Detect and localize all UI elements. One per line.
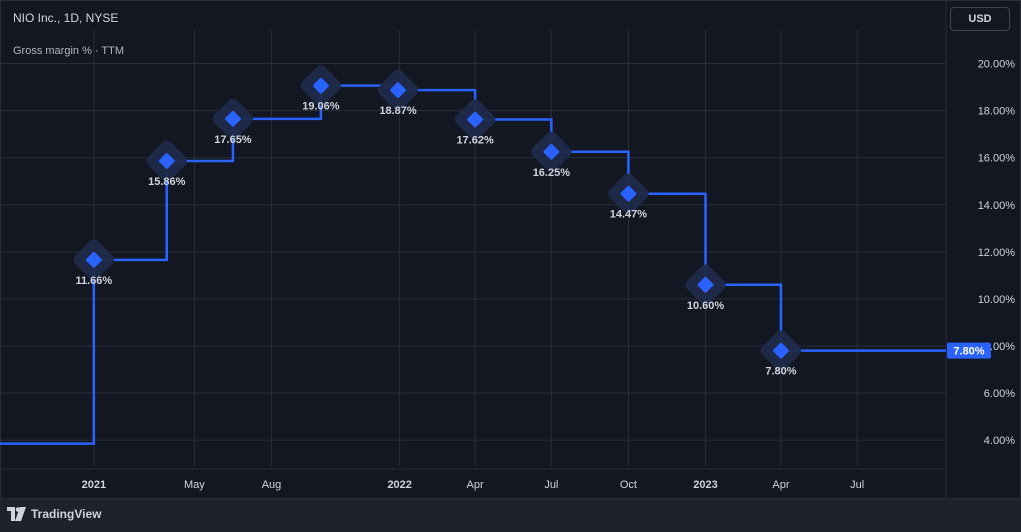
x-tick-label: Apr bbox=[772, 479, 789, 491]
data-label: 18.87% bbox=[379, 105, 417, 117]
x-tick-label: Apr bbox=[467, 479, 484, 491]
data-label: 16.25% bbox=[533, 167, 571, 179]
series-step-line bbox=[0, 84, 946, 445]
data-label: 11.66% bbox=[75, 275, 112, 287]
brand-label: TradingView bbox=[31, 507, 102, 521]
data-point-marker bbox=[390, 82, 406, 98]
data-label: 7.80% bbox=[765, 366, 796, 378]
x-tick-label: Jul bbox=[544, 479, 558, 491]
data-point-marker bbox=[697, 276, 714, 293]
data-label: 17.65% bbox=[214, 134, 252, 146]
data-label: 15.86% bbox=[148, 176, 186, 188]
x-tick-label: Jul bbox=[850, 479, 864, 491]
indicator-label[interactable]: Gross margin % · TTM bbox=[13, 45, 125, 57]
y-tick-label: 16.00% bbox=[978, 153, 1016, 165]
last-value-badge bbox=[947, 342, 991, 359]
y-tick-label: 10.00% bbox=[978, 294, 1016, 306]
tradingview-brand[interactable]: TradingView bbox=[7, 507, 101, 521]
data-point-marker bbox=[543, 143, 560, 160]
y-tick-label: 12.00% bbox=[978, 247, 1016, 259]
chart-area[interactable] bbox=[0, 0, 1021, 499]
tradingview-logo-icon bbox=[7, 507, 26, 521]
y-tick-label: 6.00% bbox=[984, 388, 1015, 400]
data-point-marker bbox=[620, 185, 637, 202]
data-point-marker bbox=[313, 77, 329, 94]
currency-button[interactable]: USD bbox=[950, 7, 1010, 31]
x-tick-label: Oct bbox=[620, 479, 637, 491]
data-point-marker bbox=[158, 153, 175, 169]
data-point-marker bbox=[467, 111, 483, 128]
data-point-marker bbox=[225, 110, 241, 127]
data-label: 14.47% bbox=[610, 209, 648, 221]
y-tick-label: 18.00% bbox=[978, 106, 1016, 118]
x-tick-label: 2022 bbox=[387, 479, 411, 491]
data-label: 10.60% bbox=[687, 300, 725, 312]
data-label: 17.62% bbox=[456, 135, 494, 147]
y-tick-label: 20.00% bbox=[978, 59, 1016, 71]
x-tick-label: Aug bbox=[262, 479, 282, 491]
last-value-label: 7.80% bbox=[953, 346, 984, 358]
x-tick-label: 2021 bbox=[82, 479, 106, 491]
y-tick-label: 8.00% bbox=[984, 341, 1015, 353]
data-point-marker bbox=[85, 251, 102, 268]
chart-svg[interactable]: 4.00% 6.00% 8.00% 10.00% 12.00% 14.00% 16.00% 1… bbox=[0, 0, 1021, 499]
y-tick-label: 14.00% bbox=[978, 200, 1016, 212]
x-tick-label: May bbox=[184, 479, 205, 491]
x-tick-label: 2023 bbox=[693, 479, 717, 491]
data-point-marker bbox=[773, 342, 789, 359]
y-tick-label: 4.00% bbox=[984, 435, 1015, 447]
footer-bar: TradingView bbox=[0, 499, 1021, 532]
data-label: 19.06% bbox=[302, 101, 340, 113]
symbol-title: NIO Inc., 1D, NYSE bbox=[13, 11, 119, 25]
